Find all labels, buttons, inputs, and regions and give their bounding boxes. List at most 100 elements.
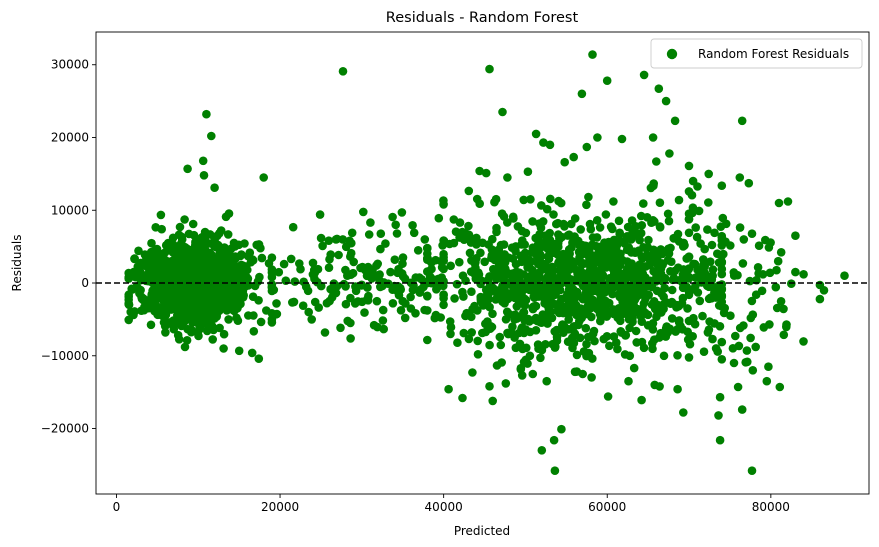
- scatter-point: [228, 263, 238, 272]
- scatter-point: [211, 242, 221, 252]
- scatter-point: [617, 134, 627, 144]
- scatter-point: [635, 277, 644, 286]
- scatter-point: [589, 251, 599, 260]
- legend-marker: [666, 48, 678, 60]
- scatter-point: [819, 286, 829, 295]
- scatter-point: [638, 269, 648, 279]
- scatter-point: [173, 330, 183, 340]
- scatter-point: [298, 301, 308, 311]
- legend-label: Random Forest Residuals: [698, 47, 849, 61]
- scatter-point: [199, 171, 209, 180]
- scatter-point: [679, 408, 688, 417]
- scatter-point: [591, 241, 601, 251]
- scatter-point: [572, 310, 581, 320]
- scatter-point: [742, 346, 752, 355]
- scatter-point: [636, 211, 646, 221]
- scatter-point: [484, 289, 494, 298]
- scatter-point: [478, 328, 487, 338]
- scatter-point: [519, 270, 528, 279]
- scatter-point: [156, 303, 166, 312]
- scatter-point: [408, 285, 418, 295]
- scatter-point: [615, 229, 624, 239]
- scatter-point: [307, 315, 317, 324]
- scatter-point: [604, 237, 613, 247]
- scatter-point: [560, 265, 570, 275]
- scatter-point: [308, 258, 318, 268]
- scatter-point: [209, 280, 218, 290]
- scatter-point: [661, 96, 671, 106]
- legend-box: [650, 38, 863, 69]
- scatter-point: [169, 277, 178, 287]
- scatter-point: [549, 210, 558, 219]
- scatter-point: [739, 235, 749, 244]
- scatter-point: [673, 263, 683, 273]
- scatter-point: [315, 210, 325, 219]
- scatter-point: [665, 149, 674, 158]
- scatter-point: [717, 337, 727, 347]
- scatter-point: [351, 286, 361, 296]
- scatter-point: [310, 274, 319, 284]
- scatter-point: [561, 273, 571, 283]
- y-tick-label: 10000: [51, 203, 89, 217]
- scatter-point: [564, 245, 574, 254]
- scatter-point: [776, 297, 786, 306]
- scatter-point: [455, 218, 465, 227]
- scatter-point: [439, 256, 449, 266]
- scatter-point: [735, 173, 745, 182]
- scatter-point: [473, 336, 483, 346]
- scatter-point: [588, 50, 597, 59]
- scatter-point: [467, 287, 476, 297]
- scatter-point: [733, 382, 743, 392]
- scatter-point: [233, 316, 243, 326]
- scatter-point: [153, 310, 163, 320]
- scatter-point: [413, 246, 423, 255]
- scatter-point: [608, 224, 617, 234]
- scatter-point: [214, 302, 224, 312]
- scatter-point: [346, 293, 355, 303]
- scatter-point: [290, 277, 300, 286]
- scatter-point: [501, 379, 511, 388]
- scatter-point: [155, 281, 164, 291]
- scatter-point: [446, 322, 456, 332]
- scatter-point: [588, 354, 597, 363]
- scatter-point: [180, 215, 189, 224]
- scatter-point: [654, 84, 664, 93]
- scatter-point: [464, 334, 474, 344]
- scatter-point: [673, 324, 682, 334]
- scatter-point: [771, 282, 781, 292]
- scatter-point: [338, 67, 348, 76]
- scatter-point: [660, 273, 670, 283]
- scatter-point: [577, 89, 587, 99]
- scatter-point: [141, 252, 151, 262]
- scatter-point: [453, 338, 462, 348]
- scatter-point: [408, 221, 417, 230]
- scatter-point: [663, 209, 673, 219]
- scatter-point: [423, 335, 432, 345]
- scatter-point: [202, 109, 211, 119]
- scatter-point: [541, 231, 550, 240]
- scatter-point: [582, 142, 592, 152]
- scatter-point: [522, 343, 531, 353]
- scatter-point: [754, 241, 764, 250]
- scatter-point: [683, 327, 692, 337]
- scatter-point: [519, 195, 528, 205]
- scatter-point: [658, 259, 667, 268]
- scatter-point: [468, 368, 477, 377]
- scatter-point: [607, 260, 617, 270]
- scatter-point: [776, 248, 786, 257]
- scatter-point: [746, 333, 755, 343]
- x-tick-label: 60000: [588, 500, 626, 514]
- scatter-point: [166, 261, 175, 270]
- scatter-point: [254, 296, 263, 305]
- scatter-point: [658, 302, 667, 311]
- scatter-point: [388, 299, 398, 308]
- scatter-point: [503, 173, 512, 182]
- scatter-point: [163, 297, 173, 307]
- scatter-point: [535, 317, 545, 327]
- scatter-point: [649, 245, 658, 255]
- scatter-point: [644, 235, 653, 245]
- scatter-point: [508, 329, 518, 339]
- plot-area-frame: [95, 31, 870, 495]
- scatter-point: [237, 267, 246, 277]
- scatter-point: [684, 273, 694, 283]
